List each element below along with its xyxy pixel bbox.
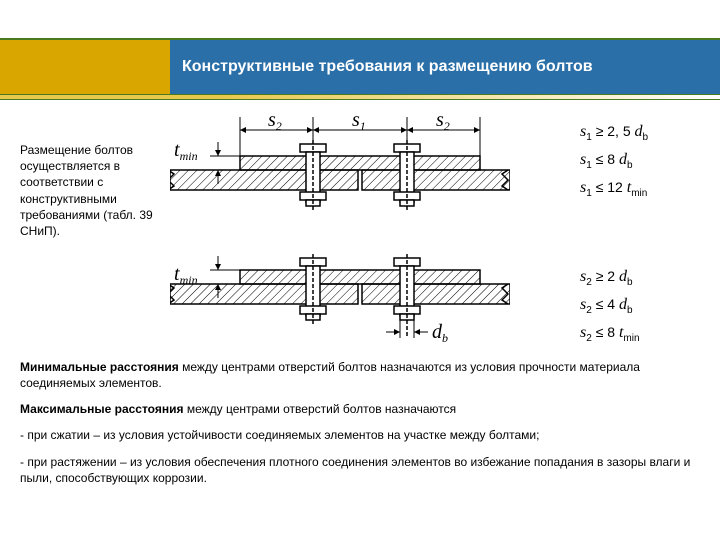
diagram-wrap: s2 s1 s2 [170,112,570,347]
para-compress: - при сжатии – из условия устойчивости с… [20,427,700,443]
svg-text:tmin: tmin [174,263,198,287]
title-block: Конструктивные требования к размещению б… [170,40,720,94]
header: Конструктивные требования к размещению б… [0,0,720,100]
f-s1-le-d: s1 ≤ 8 db [580,146,700,174]
sub-s2-2: 2 [444,119,450,133]
sub-s1: 1 [360,119,366,133]
f-s2-le-t: s2 ≤ 8 tmin [580,319,700,347]
formulas-s2: s2 ≥ 2 db s2 ≤ 4 db s2 ≤ 8 tmin [580,201,700,346]
header-accent-block [0,40,170,94]
f-s1-ge: s1 ≥ 2, 5 db [580,118,700,146]
label-s2-1: s [268,112,276,131]
bolt-diagram: s2 s1 s2 [170,112,510,342]
sub-db: b [442,331,448,342]
sub-tmin-1: min [180,149,198,163]
formulas: s1 ≥ 2, 5 db s1 ≤ 8 db s1 ≤ 12 tmin s2 ≥… [580,112,700,347]
para-min: Минимальные расстояния между центрами от… [20,359,700,391]
sub-tmin-2: min [180,273,198,287]
f-s2-ge: s2 ≥ 2 db [580,263,700,291]
under-stripe [0,94,720,100]
figure-row: Размещение болтов осуществляется в соотв… [20,112,700,347]
svg-text:s2: s2 [268,112,282,133]
formulas-s1: s1 ≥ 2, 5 db s1 ≤ 8 db s1 ≤ 12 tmin [580,118,700,201]
para-tension: - при растяжении – из условия обеспечени… [20,454,700,486]
svg-text:db: db [432,321,448,342]
para-max: Максимальные расстояния между центрами о… [20,401,700,417]
svg-text:s2: s2 [436,112,450,133]
f-s2-le-d: s2 ≤ 4 db [580,291,700,319]
content: Размещение болтов осуществляется в соотв… [0,112,720,540]
sub-s2-1: 2 [276,119,282,133]
f-s1-le-t: s1 ≤ 12 tmin [580,174,700,202]
page-title: Конструктивные требования к размещению б… [182,58,593,76]
label-s2-2: s [436,112,444,131]
svg-text:s1: s1 [352,112,366,133]
body-text: Минимальные расстояния между центрами от… [20,359,700,486]
svg-text:tmin: tmin [174,139,198,163]
label-s1: s [352,112,360,131]
side-note: Размещение болтов осуществляется в соотв… [20,112,160,347]
